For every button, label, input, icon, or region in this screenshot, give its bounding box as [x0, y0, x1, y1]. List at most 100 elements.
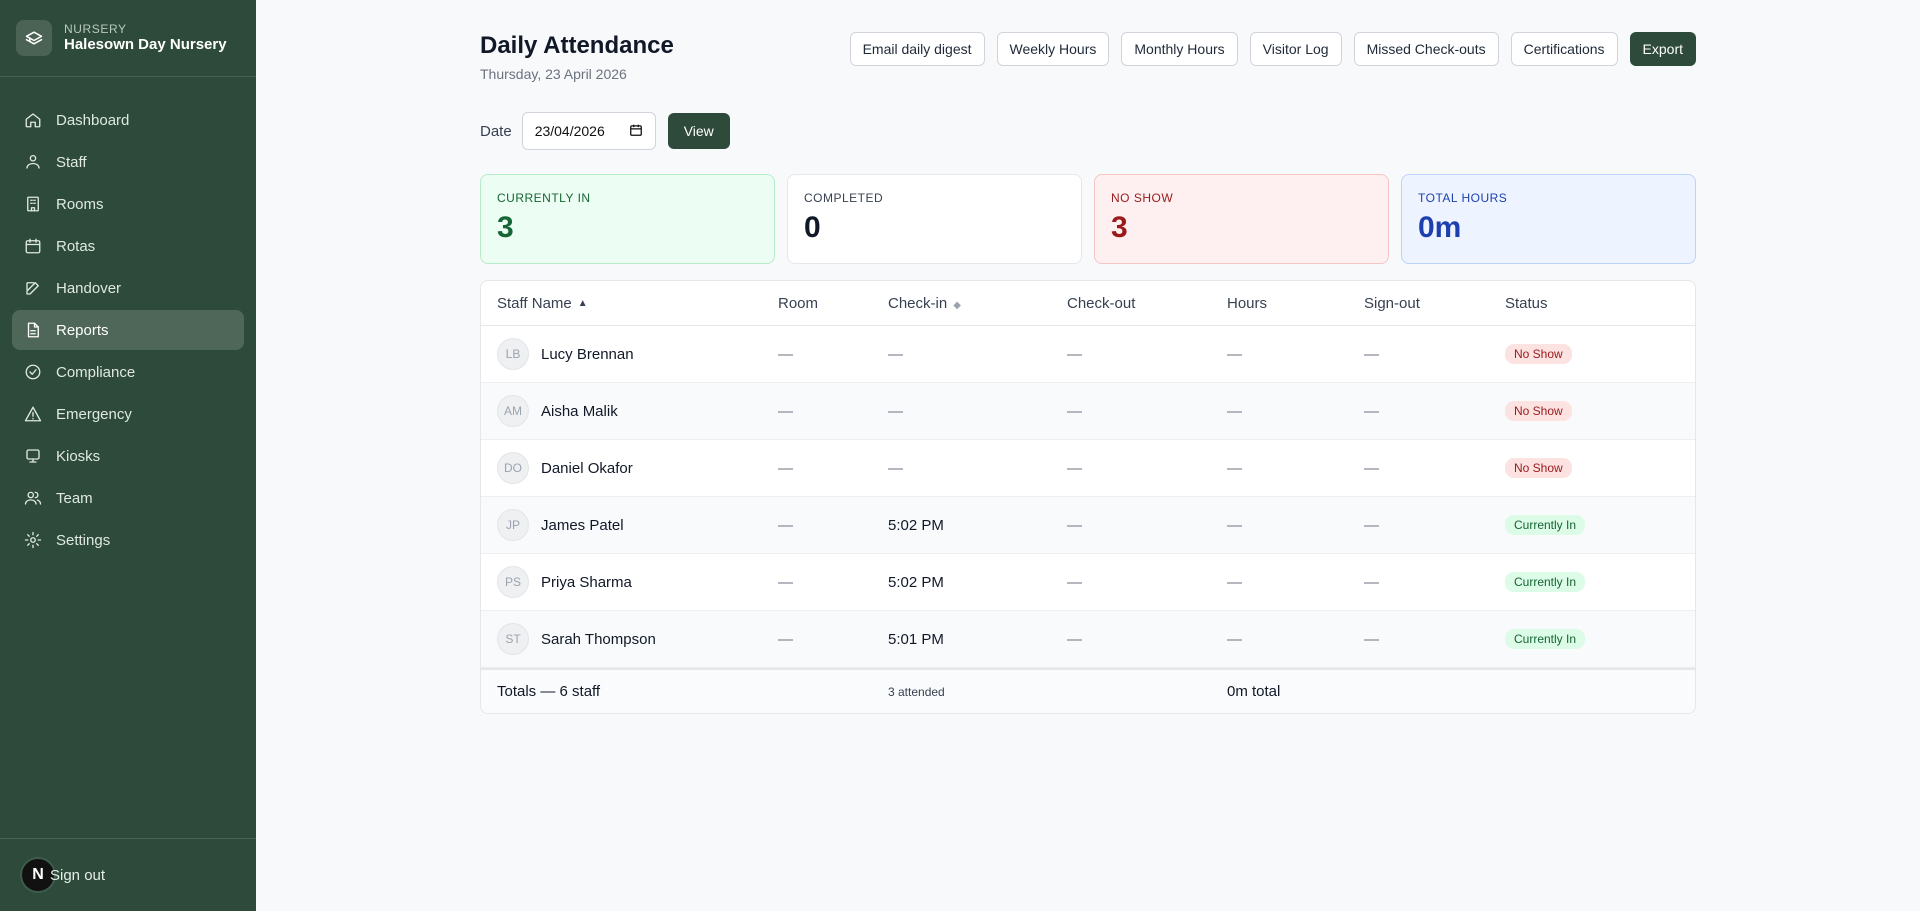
- sidebar-item-rooms[interactable]: Rooms: [12, 184, 244, 224]
- check-in-cell: 5:02 PM: [888, 516, 944, 534]
- check-out-cell: —: [1067, 573, 1082, 591]
- sign-out-cell: —: [1364, 345, 1379, 363]
- stat-label: NO SHOW: [1111, 191, 1174, 205]
- view-button[interactable]: View: [667, 113, 730, 149]
- sign-out-link[interactable]: Sign out: [50, 866, 106, 884]
- sidebar-item-label: Rotas: [56, 237, 96, 255]
- sidebar-item-dashboard[interactable]: Dashboard: [12, 100, 244, 140]
- sidebar-item-reports[interactable]: Reports: [12, 310, 244, 350]
- stat-currently-in: CURRENTLY IN 3: [480, 174, 775, 264]
- monthly-hours-button[interactable]: Monthly Hours: [1121, 32, 1238, 66]
- sidebar-item-label: Settings: [56, 531, 111, 549]
- staff-cell: PS Priya Sharma: [481, 566, 778, 598]
- calendar-icon[interactable]: [629, 123, 643, 140]
- sign-out-cell: —: [1364, 630, 1379, 648]
- attended-total: 3 attended: [888, 684, 945, 699]
- status-cell: No Show: [1505, 458, 1695, 478]
- column-staff-name[interactable]: Staff Name ▲: [481, 295, 778, 312]
- column-label: Staff Name: [497, 294, 572, 312]
- stat-value: 3: [497, 211, 514, 244]
- calendar-icon: [24, 237, 42, 255]
- stat-total-hours: TOTAL HOURS 0m: [1401, 174, 1696, 264]
- stats-row: CURRENTLY IN 3 COMPLETED 0 NO SHOW 3 TOT…: [480, 174, 1696, 264]
- email-daily-digest-button[interactable]: Email daily digest: [849, 32, 985, 66]
- status-badge: Currently In: [1505, 572, 1586, 592]
- status-badge: No Show: [1505, 344, 1572, 364]
- edit-icon: [24, 279, 42, 297]
- check-out-cell: —: [1067, 402, 1082, 420]
- column-hours[interactable]: Hours: [1227, 294, 1268, 312]
- sign-out-cell: —: [1364, 459, 1379, 477]
- warning-icon: [24, 405, 42, 423]
- sidebar-item-label: Handover: [56, 279, 122, 297]
- stat-value: 3: [1111, 211, 1128, 244]
- check-out-cell: —: [1067, 345, 1082, 363]
- sort-asc-icon: ▲: [577, 297, 588, 309]
- missed-checkouts-button[interactable]: Missed Check-outs: [1353, 32, 1499, 66]
- staff-name: Daniel Okafor: [541, 459, 633, 477]
- sidebar-item-label: Emergency: [56, 405, 132, 423]
- table-row[interactable]: ST Sarah Thompson — 5:01 PM — — — Current…: [481, 611, 1695, 668]
- room-cell: —: [778, 516, 793, 534]
- certifications-button[interactable]: Certifications: [1510, 32, 1618, 66]
- staff-name: Priya Sharma: [541, 573, 632, 591]
- sidebar-item-rotas[interactable]: Rotas: [12, 226, 244, 266]
- sidebar-footer: N Sign out: [0, 838, 256, 911]
- sidebar-item-label: Kiosks: [56, 447, 101, 465]
- status-cell: Currently In: [1505, 629, 1695, 649]
- table-row[interactable]: JP James Patel — 5:02 PM — — — Currently …: [481, 497, 1695, 554]
- staff-cell: DO Daniel Okafor: [481, 452, 778, 484]
- avatar[interactable]: N: [20, 857, 56, 893]
- hours-cell: —: [1227, 516, 1242, 534]
- sign-out-cell: —: [1364, 516, 1379, 534]
- staff-cell: LB Lucy Brennan: [481, 338, 778, 370]
- sidebar-item-label: Compliance: [56, 363, 136, 381]
- table-footer: Totals — 6 staff 3 attended 0m total: [481, 668, 1695, 713]
- staff-name: Lucy Brennan: [541, 345, 634, 363]
- column-check-in[interactable]: Check-in ◆: [888, 295, 1067, 312]
- sidebar-item-emergency[interactable]: Emergency: [12, 394, 244, 434]
- sign-out-cell: —: [1364, 402, 1379, 420]
- sidebar-item-handover[interactable]: Handover: [12, 268, 244, 308]
- column-sign-out[interactable]: Sign-out: [1364, 294, 1420, 312]
- sidebar-item-team[interactable]: Team: [12, 478, 244, 518]
- brand-name: Halesown Day Nursery: [64, 36, 227, 54]
- table-row[interactable]: PS Priya Sharma — 5:02 PM — — — Currently…: [481, 554, 1695, 611]
- stat-label: COMPLETED: [804, 191, 884, 205]
- column-status[interactable]: Status: [1505, 294, 1548, 312]
- header-actions: Email daily digest Weekly Hours Monthly …: [849, 32, 1696, 66]
- status-badge: Currently In: [1505, 515, 1586, 535]
- sidebar-item-label: Reports: [56, 321, 109, 339]
- column-label: Check-in: [888, 294, 948, 312]
- stat-no-show: NO SHOW 3: [1094, 174, 1389, 264]
- status-badge: No Show: [1505, 401, 1572, 421]
- table-row[interactable]: LB Lucy Brennan — — — — — No Show: [481, 326, 1695, 383]
- status-badge: No Show: [1505, 458, 1572, 478]
- table-row[interactable]: AM Aisha Malik — — — — — No Show: [481, 383, 1695, 440]
- sidebar-item-kiosks[interactable]: Kiosks: [12, 436, 244, 476]
- date-label: Date: [480, 122, 512, 140]
- avatar: ST: [497, 623, 529, 655]
- sidebar-item-settings[interactable]: Settings: [12, 520, 244, 560]
- date-value: 23/04/2026: [534, 123, 605, 139]
- hours-cell: —: [1227, 402, 1242, 420]
- stat-label: CURRENTLY IN: [497, 191, 591, 205]
- column-room[interactable]: Room: [778, 294, 819, 312]
- weekly-hours-button[interactable]: Weekly Hours: [996, 32, 1110, 66]
- status-cell: Currently In: [1505, 515, 1695, 535]
- avatar: DO: [497, 452, 529, 484]
- sidebar-item-label: Team: [56, 489, 93, 507]
- staff-cell: ST Sarah Thompson: [481, 623, 778, 655]
- column-check-out[interactable]: Check-out: [1067, 294, 1136, 312]
- hours-cell: —: [1227, 345, 1242, 363]
- date-input[interactable]: 23/04/2026: [521, 112, 656, 150]
- export-button[interactable]: Export: [1629, 32, 1696, 66]
- sidebar-item-label: Rooms: [56, 195, 104, 213]
- status-cell: No Show: [1505, 401, 1695, 421]
- room-cell: —: [778, 573, 793, 591]
- document-icon: [24, 321, 42, 339]
- visitor-log-button[interactable]: Visitor Log: [1249, 32, 1342, 66]
- sidebar-item-staff[interactable]: Staff: [12, 142, 244, 182]
- table-row[interactable]: DO Daniel Okafor — — — — — No Show: [481, 440, 1695, 497]
- sidebar-item-compliance[interactable]: Compliance: [12, 352, 244, 392]
